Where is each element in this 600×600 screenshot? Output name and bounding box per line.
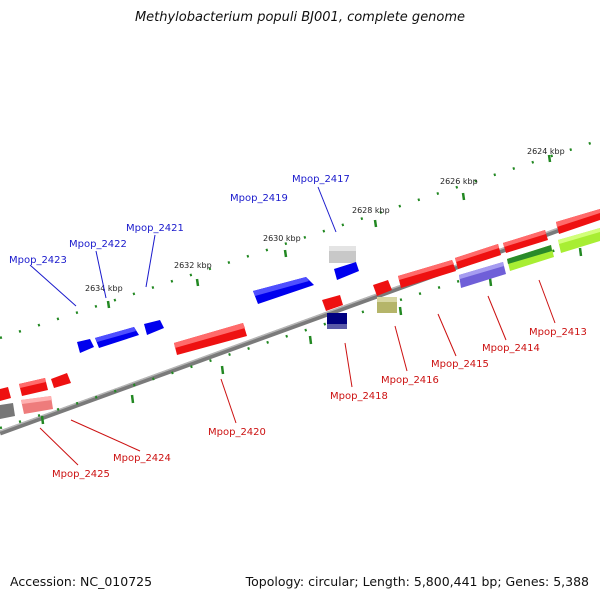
gene-label-2422: Mpop_2422 — [69, 239, 127, 250]
gene-label-2419: Mpop_2419 — [230, 193, 288, 204]
gene-feature-2418 — [327, 313, 347, 329]
map-title: Methylobacterium populi BJ001, complete … — [134, 10, 466, 25]
upper-major-ticks — [106, 154, 552, 309]
gene-feature-blue-small-1 — [334, 262, 359, 280]
gene-feature-2417 — [329, 246, 356, 263]
gene-feature-2413-top — [556, 209, 600, 234]
gene-feature-red-b — [455, 244, 501, 269]
tick-label-2630: 2630 kbp — [263, 234, 301, 243]
gene-feature-2416 — [377, 297, 397, 313]
gene-label-2424: Mpop_2424 — [113, 453, 171, 464]
gene-feature-red-c — [398, 260, 456, 288]
gene-label-2420: Mpop_2420 — [208, 427, 266, 438]
gene-feature-2421 — [144, 320, 164, 335]
tick-label-2632: 2632 kbp — [174, 261, 212, 270]
gene-label-2415: Mpop_2415 — [431, 359, 489, 370]
gene-feature-red-edge — [0, 387, 11, 401]
gene-feature-2422 — [95, 327, 139, 348]
gene-feature-red-small-1 — [51, 373, 71, 388]
gene-label-2413: Mpop_2413 — [529, 327, 587, 338]
lower-leader-lines — [39, 279, 556, 466]
gene-label-2418: Mpop_2418 — [330, 391, 388, 402]
gene-feature-2419 — [253, 277, 314, 304]
gene-feature-2414 — [459, 262, 506, 288]
gene-feature-2420 — [174, 323, 247, 355]
gene-feature-green — [507, 245, 554, 271]
tick-label-2626: 2626 kbp — [440, 177, 478, 186]
upper-leader-lines — [29, 186, 337, 307]
gene-feature-lime — [558, 228, 600, 253]
gene-label-2425: Mpop_2425 — [52, 469, 110, 480]
gene-feature-2418-red — [322, 295, 343, 311]
gene-feature-2424 — [21, 396, 53, 414]
lower-major-ticks — [40, 247, 583, 425]
gene-feature-red-d — [19, 378, 48, 396]
gene-label-2421: Mpop_2421 — [126, 223, 184, 234]
gene-feature-2425 — [0, 403, 15, 419]
gene-feature-2423 — [77, 339, 94, 353]
tick-label-2624: 2624 kbp — [527, 147, 565, 156]
gene-label-2414: Mpop_2414 — [482, 343, 540, 354]
genome-backbone — [0, 212, 600, 436]
topology-text: Topology: circular; Length: 5,800,441 bp… — [245, 574, 589, 589]
gene-feature-red-a — [503, 230, 548, 253]
accession-text: Accession: NC_010725 — [10, 574, 153, 589]
tick-label-2628: 2628 kbp — [352, 206, 390, 215]
gene-feature-2416-red — [373, 280, 392, 296]
gene-label-2417: Mpop_2417 — [292, 174, 350, 185]
gene-label-2423: Mpop_2423 — [9, 255, 67, 266]
gene-label-2416: Mpop_2416 — [381, 375, 439, 386]
